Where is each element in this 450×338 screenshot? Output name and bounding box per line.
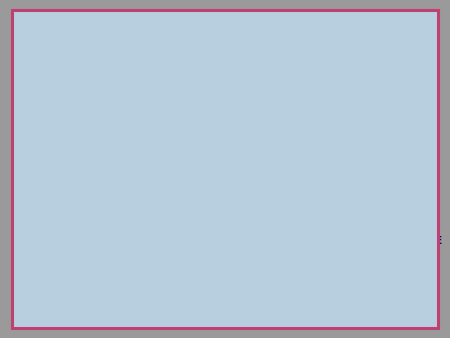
Text: WATER TO MOLES.: WATER TO MOLES. [57, 203, 170, 213]
Text: WATER: WATER [269, 142, 311, 151]
Text: FROM YOUR DATA,  FIND MASS OF: FROM YOUR DATA, FIND MASS OF [57, 142, 269, 151]
Text: 3.: 3. [26, 189, 38, 198]
Text: WATER BY DIVIDING BY THE SMALLEST, THIS SHOULD GIVE THE: WATER BY DIVIDING BY THE SMALLEST, THIS … [57, 236, 442, 245]
Text: LOST DURING: LOST DURING [311, 142, 398, 151]
Text: ANHYDRATE AT END OF LAB).: ANHYDRATE AT END OF LAB). [57, 91, 236, 101]
Text: OVERVIEW OF HYDRATE CALCULATIONS: OVERVIEW OF HYDRATE CALCULATIONS [86, 20, 364, 33]
Text: HYDRATE BEFORE HEATING FORM BEAKER AFTER HEATING).: HYDRATE BEFORE HEATING FORM BEAKER AFTER… [57, 170, 423, 180]
Text: ( SUBTRACT EMPTY BEAKER FROM BEAKER CONTAINNING THE: ( SUBTRACT EMPTY BEAKER FROM BEAKER CONT… [57, 76, 436, 87]
Text: HEATING (SUBTRACT THE MASS OF THE BEAKER CONTAINNING: HEATING (SUBTRACT THE MASS OF THE BEAKER… [57, 156, 438, 166]
Text: CALCULATE THE MOLAR MASS (GFM) OF YOUR ANHYDROUS: CALCULATE THE MOLAR MASS (GFM) OF YOUR A… [57, 109, 419, 119]
Text: 1.: 1. [26, 62, 38, 72]
Text: 2.: 2. [26, 142, 38, 151]
Text: CALCULATE THE MOLAR MASS OF WATER AND CONVERT THE: CALCULATE THE MOLAR MASS OF WATER AND CO… [57, 189, 425, 198]
Text: 4.: 4. [26, 221, 38, 231]
Text: COMPARE THE MOLES OF ANHYDROUS SALT TO MOLES OF: COMPARE THE MOLES OF ANHYDROUS SALT TO M… [57, 221, 410, 231]
Text: CALCULATION OF THE WATER OF HYDRATION COEFFICIENT: CALCULATION OF THE WATER OF HYDRATION CO… [40, 40, 408, 50]
Text: FROM YOUR DATA,  FIND: FROM YOUR DATA, FIND [57, 62, 211, 72]
Text: MASS OF ANHYDROUS SALT: MASS OF ANHYDROUS SALT [211, 62, 379, 72]
Text: WATER OF HYDRATION COEFFICIENT.: WATER OF HYDRATION COEFFICIENT. [57, 250, 280, 260]
Text: SALT AND CONVERT YOUR MASS TO MOLES.: SALT AND CONVERT YOUR MASS TO MOLES. [57, 123, 323, 134]
Text: 1.: 1. [26, 109, 38, 119]
